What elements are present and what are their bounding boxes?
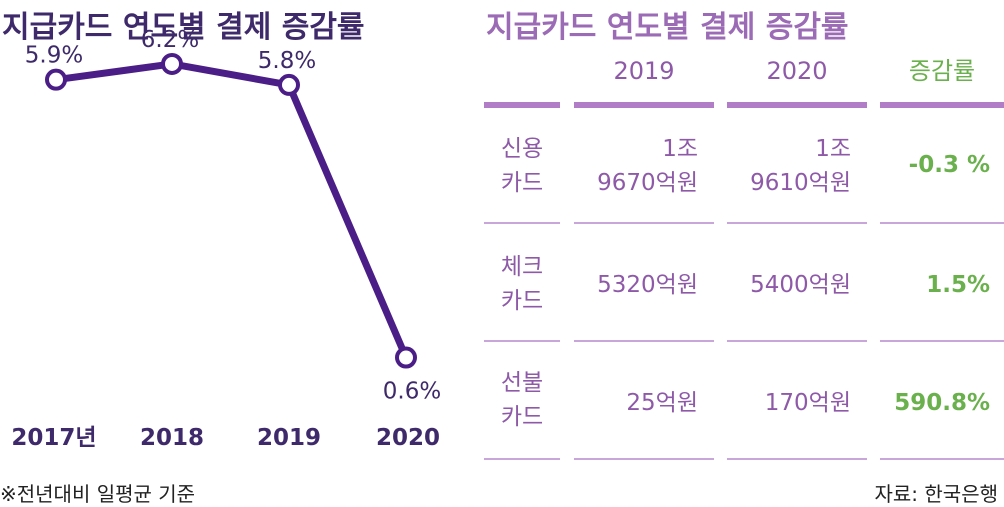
cell-check-2020: 5400억원 (750, 272, 851, 298)
row-divider (484, 340, 560, 342)
row-divider (574, 458, 714, 460)
col-header-2020: 2020 (766, 57, 828, 85)
chart-title: 지급카드 연도별 결제 증감률 (2, 10, 365, 45)
row-label-credit: 신용 카드 (500, 136, 544, 196)
col-header-2019: 2019 (613, 57, 675, 85)
cell-credit-2020: 1조 9610억원 (750, 136, 851, 196)
cell-prepaid-2019: 25억원 (626, 390, 698, 416)
header-rule (880, 102, 1004, 108)
row-divider (484, 222, 560, 224)
series-line (55, 60, 410, 359)
cell-check-2019: 5320억원 (597, 272, 698, 298)
header-rule (574, 102, 714, 108)
row-divider (574, 222, 714, 224)
row-divider (880, 458, 1004, 460)
x-tick-label-1: 2017년 (11, 425, 96, 451)
row-divider (727, 340, 867, 342)
cell-credit-2019: 1조 9670억원 (597, 136, 698, 196)
data-point-1 (45, 68, 67, 91)
cell-credit-change: -0.3 % (908, 152, 990, 178)
data-point-3 (278, 73, 300, 96)
data-label-4: 0.6% (383, 379, 441, 405)
x-tick-label-4: 2020 (376, 425, 440, 451)
source-note: 자료: 한국은행 (874, 482, 999, 506)
col-header-change: 증감률 (908, 57, 976, 85)
x-tick-label-2: 2018 (140, 425, 204, 451)
row-label-prepaid: 선불 카드 (500, 370, 544, 430)
row-divider (484, 458, 560, 460)
cell-prepaid-change: 590.8% (894, 390, 990, 416)
cell-prepaid-2020: 170억원 (764, 390, 851, 416)
cell-check-change: 1.5% (926, 272, 990, 298)
footnote: ※전년대비 일평균 기준 (0, 482, 196, 506)
data-point-4 (395, 346, 417, 369)
row-divider (880, 340, 1004, 342)
header-rule (727, 102, 867, 108)
x-tick-label-3: 2019 (257, 425, 321, 451)
row-divider (880, 222, 1004, 224)
data-label-1: 5.9% (25, 43, 83, 69)
table-title: 지급카드 연도별 결제 증감률 (486, 10, 849, 45)
data-point-2 (161, 52, 183, 75)
row-divider (727, 222, 867, 224)
data-label-2: 6.2% (141, 27, 199, 53)
row-divider (574, 340, 714, 342)
header-rule (484, 102, 560, 108)
row-divider (727, 458, 867, 460)
data-label-3: 5.8% (258, 48, 316, 74)
line-chart: 5.9% 2017년 6.2% 2018 5.8% 2019 0.6% 2020 (11, 27, 441, 451)
row-label-check: 체크 카드 (500, 254, 544, 314)
